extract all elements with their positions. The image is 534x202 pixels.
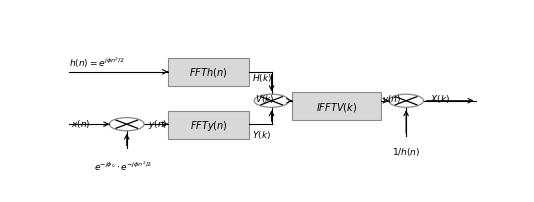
FancyBboxPatch shape [168,111,249,139]
Text: $1/h(n)$: $1/h(n)$ [392,146,420,158]
Text: $FFTy(n)$: $FFTy(n)$ [190,118,227,132]
Text: $IFFTV(k)$: $IFFTV(k)$ [316,100,357,113]
FancyBboxPatch shape [168,58,249,86]
Text: $FFTh(n)$: $FFTh(n)$ [190,66,227,79]
Text: $H(k)$: $H(k)$ [252,71,272,83]
Text: $y(n)$: $y(n)$ [148,117,167,130]
Text: $v(n)$: $v(n)$ [382,93,402,105]
Text: $x(n)$: $x(n)$ [71,118,90,130]
Text: $Y(k)$: $Y(k)$ [252,128,271,140]
Text: $V(k)$: $V(k)$ [255,93,274,105]
Text: $h(n) = e^{j\phi n^2/2}$: $h(n) = e^{j\phi n^2/2}$ [69,55,124,69]
Text: $e^{-j\phi_0} \cdot e^{-j\phi n^2/2}$: $e^{-j\phi_0} \cdot e^{-j\phi n^2/2}$ [93,158,152,172]
Text: $X(k)$: $X(k)$ [430,93,450,105]
FancyBboxPatch shape [292,93,381,121]
